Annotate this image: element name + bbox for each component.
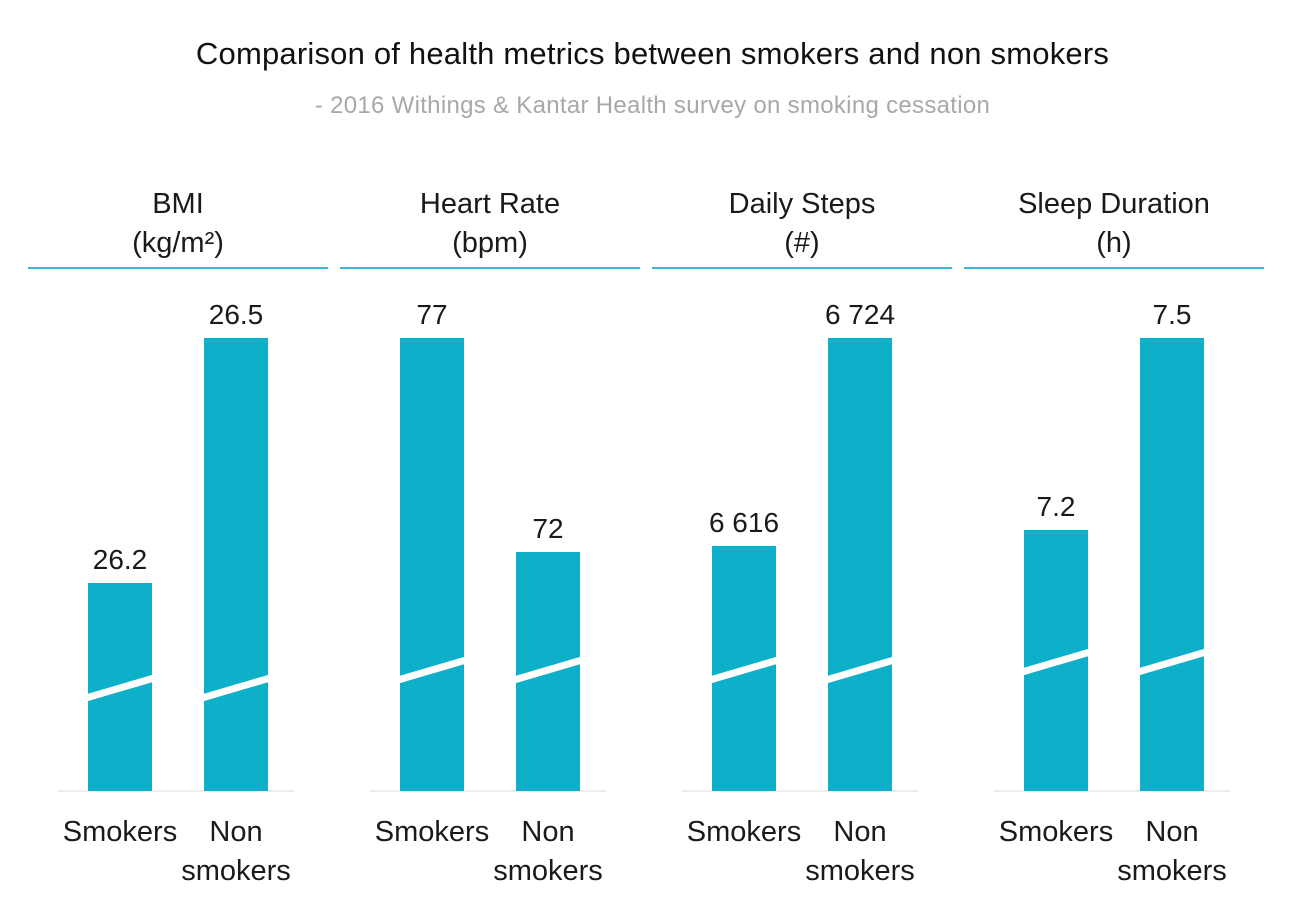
panel-2-value-label-2: 72 xyxy=(532,513,563,544)
panel-1-break-mark-1 xyxy=(85,674,155,702)
panel-1-unit: (kg/m²) xyxy=(132,227,224,259)
panel-4-value-label-2: 7.5 xyxy=(1153,299,1192,330)
panel-3-break-mark-1 xyxy=(709,656,779,684)
panel-2-title: Heart Rate xyxy=(420,188,560,220)
panel-2-unit: (bpm) xyxy=(452,227,528,259)
panel-3-bar-2 xyxy=(828,338,892,791)
panel-4-category-label-2-2: smokers xyxy=(1117,855,1227,887)
panel-3-value-label-1: 6 616 xyxy=(709,507,779,538)
panel-2-break-mark-2 xyxy=(513,656,583,684)
chart-title: Comparison of health metrics between smo… xyxy=(195,36,1110,71)
panel-2-category-label-2-2: smokers xyxy=(493,855,603,887)
panel-1-bar-2 xyxy=(204,338,268,791)
panel-1-value-label-1: 26.2 xyxy=(93,544,148,575)
panel-1-category-label-1-1: Smokers xyxy=(63,816,177,848)
panel-4-category-label-2-1: Non xyxy=(1145,816,1198,848)
panel-3-value-label-2: 6 724 xyxy=(825,299,895,330)
panel-4-title: Sleep Duration xyxy=(1018,188,1210,220)
chart-subtitle: - 2016 Withings & Kantar Health survey o… xyxy=(314,92,991,119)
panel-4-unit: (h) xyxy=(1096,227,1131,259)
panel-4-bar-2 xyxy=(1140,338,1204,791)
panel-3-unit: (#) xyxy=(784,227,819,259)
panel-1-category-label-2-1: Non xyxy=(209,816,262,848)
panel-2-value-label-1: 77 xyxy=(416,299,447,330)
panel-3-category-label-2-1: Non xyxy=(833,816,886,848)
panel-2-break-mark-1 xyxy=(397,656,467,684)
panel-3-category-label-1-1: Smokers xyxy=(687,816,801,848)
panel-1-category-label-2-2: smokers xyxy=(181,855,291,887)
panel-1-break-mark-2 xyxy=(201,674,271,702)
panel-2-category-label-2-1: Non xyxy=(521,816,574,848)
panel-3-break-mark-2 xyxy=(825,656,895,684)
panel-4-category-label-1-1: Smokers xyxy=(999,816,1113,848)
panel-4-break-mark-1 xyxy=(1021,648,1091,676)
panel-1-value-label-2: 26.5 xyxy=(209,299,264,330)
panel-1-title: BMI xyxy=(152,188,204,220)
panel-3-title: Daily Steps xyxy=(729,188,876,220)
panel-2-category-label-1-1: Smokers xyxy=(375,816,489,848)
panel-2-bar-1 xyxy=(400,338,464,791)
panel-4-break-mark-2 xyxy=(1137,648,1207,676)
panel-4-value-label-1: 7.2 xyxy=(1037,491,1076,522)
panel-3-category-label-2-2: smokers xyxy=(805,855,915,887)
